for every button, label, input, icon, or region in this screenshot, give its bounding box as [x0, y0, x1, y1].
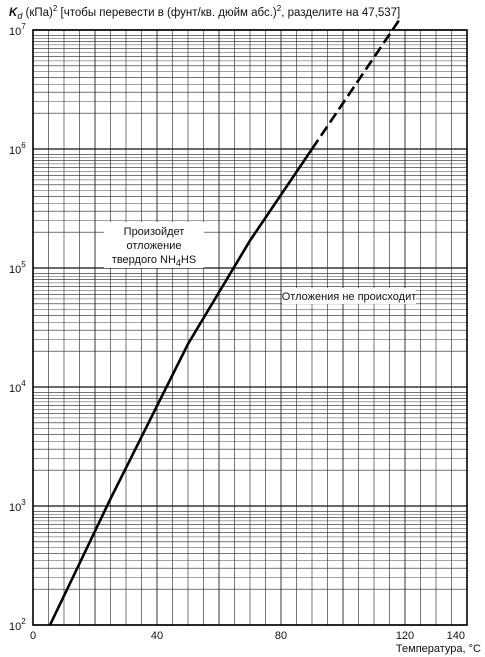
annotation-no-deposit-region: Отложения не происходит	[282, 288, 417, 304]
x-tick-label: 80	[275, 630, 287, 642]
series-line-dashed	[310, 19, 400, 150]
y-tick-label: 104	[9, 379, 26, 395]
x-tick-label: 140	[447, 630, 465, 642]
annotation-deposit-region: Произойдет отложение твердого NH4HS	[104, 222, 204, 268]
y-axis-note: [чтобы перевести в (фунт/кв. дюйм абс.)	[57, 6, 277, 19]
annotation-deposit-line2: отложение	[126, 240, 181, 252]
annotation-deposit-line3: твердого NH4HS	[112, 254, 196, 268]
y-axis-note-end: , разделите на 47,537]	[281, 6, 401, 19]
annotation-no-deposit-background	[282, 288, 416, 304]
y-tick-label: 103	[9, 498, 26, 514]
y-axis-symbol: K	[9, 6, 18, 19]
series-layer	[48, 19, 400, 626]
y-tick-label: 102	[9, 617, 26, 633]
y-tick-label: 107	[9, 22, 26, 38]
annotation-no-deposit: Отложения не происходит	[282, 291, 417, 303]
y-axis-unit-exponent: 2	[52, 4, 58, 13]
annotation-deposit-line1: Произойдет	[124, 226, 185, 238]
y-axis-symbol-subscript: d	[17, 11, 23, 22]
y-tick-label: 105	[9, 260, 26, 276]
annotation-deposit-background	[104, 222, 204, 268]
x-tick-label: 120	[396, 630, 414, 642]
series-line-solid	[48, 148, 314, 626]
x-tick-label: 0	[30, 630, 36, 642]
y-axis-note-exponent: 2	[276, 4, 282, 13]
grid	[33, 29, 467, 626]
y-tick-label: 106	[9, 141, 26, 157]
x-tick-label: 40	[151, 630, 163, 642]
x-axis-label: Температура, °C	[396, 643, 481, 655]
plot-frame	[32, 29, 468, 626]
y-axis-title: Kd (кПа)2 [чтобы перевести в (фунт/кв. д…	[9, 4, 400, 21]
y-axis-unit: (кПа)	[22, 6, 53, 19]
